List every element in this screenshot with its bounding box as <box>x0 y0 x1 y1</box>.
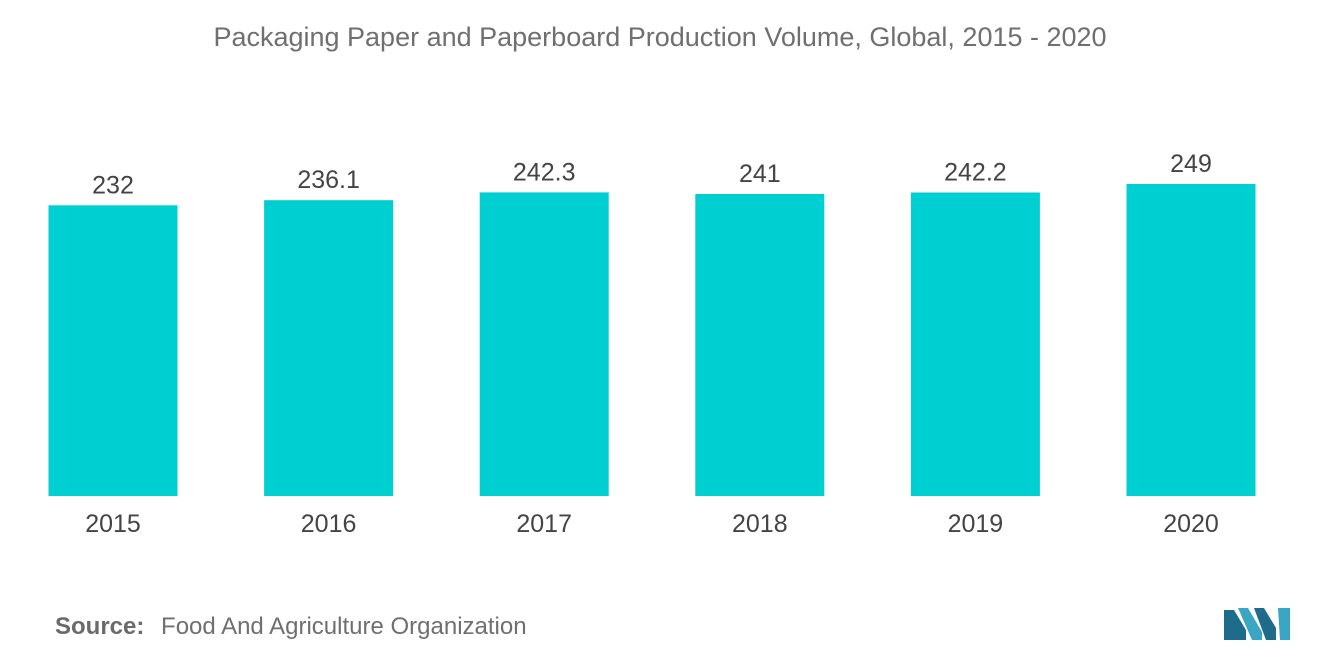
x-tick-label-2020: 2020 <box>1163 510 1219 538</box>
value-label-2018: 241 <box>739 160 781 188</box>
bar-2016 <box>264 200 394 496</box>
bars-layer <box>48 184 1256 497</box>
mordor-logo-icon <box>1224 608 1290 640</box>
value-label-2016: 236.1 <box>297 166 360 194</box>
x-tick-label-2019: 2019 <box>948 510 1004 538</box>
x-tick-label-2017: 2017 <box>516 510 572 538</box>
value-label-2020: 249 <box>1170 150 1212 178</box>
source-label: Source: <box>55 613 145 640</box>
x-tick-labels-layer: 2015 2016 2017 2018 2019 2020 <box>85 510 1219 538</box>
chart-title: Packaging Paper and Paperboard Productio… <box>213 22 1107 52</box>
bar-2015 <box>48 205 178 497</box>
x-tick-label-2015: 2015 <box>85 510 141 538</box>
value-label-2017: 242.3 <box>513 158 576 186</box>
bar-2018 <box>695 194 825 496</box>
source-text: Food And Agriculture Organization <box>161 613 527 640</box>
value-label-2015: 232 <box>92 171 134 199</box>
bar-2017 <box>479 192 609 496</box>
value-label-2019: 242.2 <box>944 159 1007 187</box>
bar-2020 <box>1126 184 1256 496</box>
value-labels-layer: 232 236.1 242.3 241 242.2 249 <box>92 150 1212 199</box>
x-tick-label-2016: 2016 <box>301 510 357 538</box>
bar-2019 <box>910 192 1040 496</box>
x-tick-label-2018: 2018 <box>732 510 788 538</box>
source-note: Source: Food And Agriculture Organizatio… <box>55 613 527 641</box>
